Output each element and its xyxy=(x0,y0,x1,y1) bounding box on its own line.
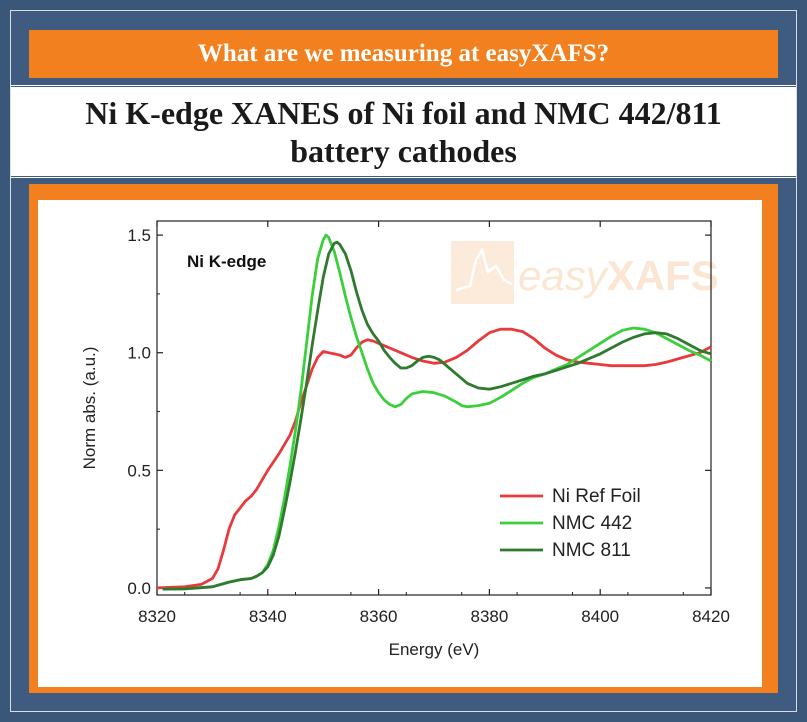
x-axis-label: Energy (eV) xyxy=(389,640,480,659)
legend-label: Ni Ref Foil xyxy=(552,486,641,507)
watermark-text-part: XAFS xyxy=(607,252,719,299)
series-line xyxy=(162,240,712,591)
legend-label: NMC 442 xyxy=(552,513,632,534)
plot-axes: 8320 8340 8360 8380 8400 8420 0.0 0.5 1.0 1.5 Ener… xyxy=(80,220,730,659)
watermark-text: easyXAFS xyxy=(518,252,719,299)
y-tick-label: 0.0 xyxy=(127,579,151,598)
x-tick-label: 8420 xyxy=(692,607,730,626)
watermark-logo: easyXAFS xyxy=(451,241,719,304)
edge-annotation: Ni K-edge xyxy=(187,252,266,271)
page-title: Ni K-edge XANES of Ni foil and NMC 442/8… xyxy=(85,94,722,169)
x-tick-label: 8380 xyxy=(470,607,508,626)
page-title-box: Ni K-edge XANES of Ni foil and NMC 442/8… xyxy=(11,84,796,179)
series-layer xyxy=(156,233,712,591)
banner: What are we measuring at easyXAFS? xyxy=(29,30,778,78)
y-tick-label: 0.5 xyxy=(127,461,151,480)
y-tick-label: 1.5 xyxy=(127,226,151,245)
y-axis-label: Norm abs. (a.u.) xyxy=(80,347,99,470)
watermark-text-part: easy xyxy=(518,252,610,299)
legend: Ni Ref Foil NMC 442 NMC 811 xyxy=(500,486,641,561)
series-line xyxy=(162,233,712,591)
plot-frame xyxy=(156,220,712,596)
x-tick-label: 8400 xyxy=(581,607,619,626)
y-tick-label: 1.0 xyxy=(127,344,151,363)
x-tick-label: 8320 xyxy=(138,607,176,626)
legend-label: NMC 811 xyxy=(552,540,631,561)
x-tick-label: 8340 xyxy=(249,607,287,626)
x-tick-label: 8360 xyxy=(360,607,398,626)
chart-panel: easyXAFS 8320 8340 8360 8380 8400 8420 0.0 0.5 1… xyxy=(38,200,762,687)
xanes-chart: easyXAFS 8320 8340 8360 8380 8400 8420 0.0 0.5 1… xyxy=(80,220,730,659)
